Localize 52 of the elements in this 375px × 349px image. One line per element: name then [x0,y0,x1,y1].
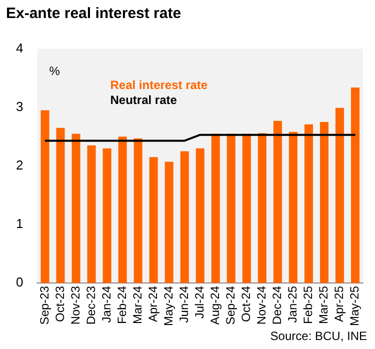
bar [258,133,266,283]
bar [350,87,360,283]
bar [320,122,328,283]
bar [288,132,298,283]
x-tick-label: May-24 [161,286,176,326]
x-tick-label: Sep-23 [37,286,52,325]
bar [72,134,80,283]
x-tick-label: Apr-24 [146,286,160,322]
x-tick-label: Feb-24 [114,286,129,324]
bar [118,136,127,283]
x-tick-label: Dec-24 [270,286,284,325]
x-tick-label: Feb-25 [301,286,316,324]
y-tick-label: 4 [16,40,24,56]
bar [180,151,189,283]
y-axis-title: % [49,64,60,78]
y-tick-label: 0 [16,274,24,290]
x-tick-label: Sep-24 [223,286,238,325]
x-tick-label: Mar-25 [316,286,331,324]
bar [149,157,158,283]
bar [56,128,65,283]
x-tick-label: Dec-23 [84,286,98,325]
chart-title: Ex-ante real interest rate [5,4,182,24]
source-note: Source: BCU, INE [269,329,368,343]
x-tick-label: Oct-24 [238,286,253,322]
bar [40,110,50,283]
bar [335,108,344,283]
x-tick-label: Nov-24 [254,286,268,325]
bar [87,145,96,283]
text: Real interest rate [110,78,208,92]
bar [134,138,142,283]
bar [211,134,220,283]
bar [242,134,251,283]
y-tick-label: 3 [16,98,24,114]
x-tick-label: Aug-24 [208,286,222,325]
bar [226,134,236,283]
y-tick-label: 1 [16,216,24,232]
x-tick-label: May-25 [348,286,362,326]
x-tick-label: Jan-24 [99,286,114,323]
text: Neutral rate [110,93,178,108]
bar [196,148,204,283]
x-tick-label: Jul-24 [192,286,206,319]
bar [273,120,282,283]
x-tick-label: Jun-24 [176,286,191,323]
x-tick-label: Mar-24 [130,286,144,324]
x-tick-label: Oct-23 [52,286,67,322]
x-tick-label: Apr-25 [332,286,346,322]
x-tick-label: Nov-23 [68,286,82,325]
bar [304,124,313,283]
x-tick-label: Jan-25 [286,286,300,323]
bar [164,162,174,283]
bar [102,148,112,283]
y-tick-label: 2 [16,157,24,172]
